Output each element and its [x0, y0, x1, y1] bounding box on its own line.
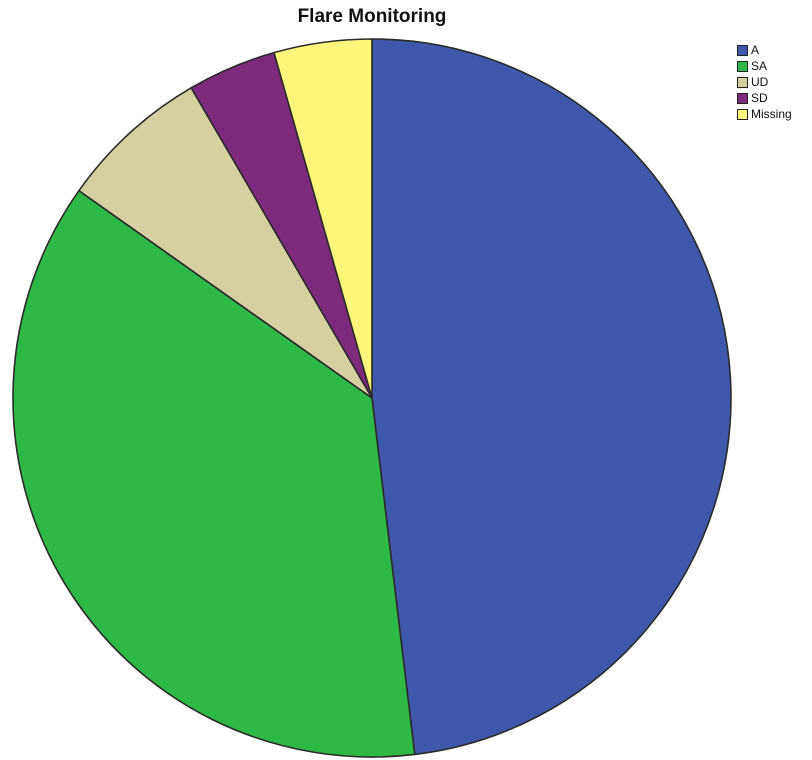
- legend-item-ud: UD: [737, 74, 792, 90]
- pie-slice-ud: [78, 87, 373, 399]
- legend-label: SA: [751, 59, 768, 73]
- chart-title: Flare Monitoring: [297, 6, 447, 27]
- legend-item-a: A: [737, 42, 792, 58]
- pie-slice-missing: [273, 38, 373, 399]
- legend-label: Missing: [751, 107, 792, 121]
- legend-label: UD: [751, 75, 769, 89]
- legend-swatch: [737, 76, 748, 88]
- legend-label: A: [751, 43, 760, 57]
- pie-slice-sa: [12, 189, 416, 758]
- legend-item-sa: SA: [737, 58, 792, 74]
- legend-swatch: [737, 92, 748, 104]
- legend-swatch: [737, 60, 748, 72]
- legend-swatch: [737, 44, 748, 56]
- legend-item-missing: Missing: [737, 106, 792, 122]
- legend-swatch: [737, 108, 748, 120]
- legend-item-sd: SD: [737, 90, 792, 106]
- legend-label: SD: [751, 91, 768, 105]
- pie-chart: [12, 38, 732, 758]
- pie-slice-a: [371, 38, 732, 756]
- legend: A SA UD SD Missing: [737, 42, 792, 122]
